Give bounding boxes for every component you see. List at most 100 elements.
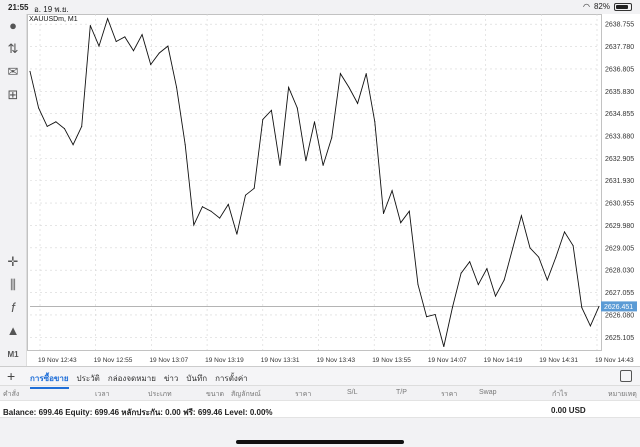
column-header: Swap bbox=[479, 389, 497, 396]
price-tick-label: 2630.955 bbox=[605, 201, 634, 208]
price-point bbox=[245, 194, 247, 196]
price-point bbox=[288, 86, 290, 88]
price-tick-label: 2635.830 bbox=[605, 89, 634, 96]
price-point bbox=[176, 86, 178, 88]
price-point bbox=[227, 203, 229, 205]
price-point bbox=[296, 107, 298, 109]
price-point bbox=[382, 213, 384, 215]
time-tick-label: 19 Nov 12:43 bbox=[38, 357, 77, 364]
timeframe-button[interactable]: M1 bbox=[7, 350, 19, 359]
price-point bbox=[572, 245, 574, 247]
column-header: S/L bbox=[347, 389, 358, 396]
status-bar: 21:55 อ. 19 พ.ย. ◠ 82% bbox=[0, 0, 640, 14]
crosshair-icon[interactable]: ✛ bbox=[7, 254, 19, 269]
tab-0[interactable]: การซื้อขาย bbox=[30, 372, 69, 389]
price-point bbox=[132, 50, 134, 52]
price-tick-label: 2632.905 bbox=[605, 156, 634, 163]
price-point bbox=[331, 137, 333, 139]
status-date: อ. 19 พ.ย. bbox=[34, 5, 69, 14]
price-point bbox=[503, 279, 505, 281]
price-series-line bbox=[29, 17, 600, 347]
toolbox-tabbar: + การซื้อขาย ประวัติ กล่องจดหมาย ข่าว บันทึก… bbox=[0, 366, 640, 389]
time-tick-label: 19 Nov 14:43 bbox=[595, 357, 634, 364]
price-point bbox=[115, 41, 117, 43]
price-point bbox=[150, 63, 152, 65]
tab-4[interactable]: บันทึก bbox=[186, 374, 208, 383]
price-point bbox=[451, 307, 453, 309]
column-header: ราคา bbox=[295, 391, 312, 398]
time-tick-label: 19 Nov 13:43 bbox=[317, 357, 356, 364]
price-point bbox=[98, 45, 100, 47]
price-tick-label: 2625.105 bbox=[605, 335, 634, 342]
column-header: ราคา bbox=[441, 391, 458, 398]
price-point bbox=[253, 187, 255, 189]
chat-icon[interactable]: ✉ bbox=[7, 64, 19, 79]
price-point bbox=[400, 222, 402, 224]
current-price-box bbox=[601, 301, 637, 312]
tab-2[interactable]: กล่องจดหมาย bbox=[107, 374, 156, 383]
current-price-label: 2626.451 bbox=[604, 304, 633, 311]
price-point bbox=[589, 325, 591, 327]
price-tick-label: 2629.005 bbox=[605, 245, 634, 252]
time-tick-label: 19 Nov 14:07 bbox=[428, 357, 467, 364]
price-tick-label: 2634.855 bbox=[605, 111, 634, 118]
price-point bbox=[443, 346, 445, 348]
total-profit: 0.00 USD bbox=[551, 406, 586, 415]
price-point bbox=[158, 52, 160, 54]
price-point bbox=[564, 231, 566, 233]
price-point bbox=[555, 256, 557, 258]
column-header: ขนาด bbox=[206, 391, 225, 398]
time-tick-label: 19 Nov 13:31 bbox=[261, 357, 300, 364]
price-point bbox=[486, 268, 488, 270]
time-tick-label: 19 Nov 13:55 bbox=[372, 357, 411, 364]
add-icon[interactable]: + bbox=[7, 368, 16, 384]
new-document-icon[interactable]: ⊞ bbox=[7, 87, 19, 102]
price-point bbox=[434, 313, 436, 315]
price-point bbox=[314, 121, 315, 123]
price-point bbox=[219, 217, 221, 219]
price-point bbox=[63, 128, 65, 130]
tab-1[interactable]: ประวัติ bbox=[76, 374, 100, 383]
expand-icon[interactable] bbox=[620, 370, 632, 382]
candles-icon[interactable]: ⫼ bbox=[10, 277, 16, 292]
price-point bbox=[520, 215, 522, 217]
objects-icon[interactable]: ▲ bbox=[6, 323, 20, 338]
price-tick-label: 2629.980 bbox=[605, 223, 634, 230]
price-point bbox=[408, 210, 410, 212]
price-point bbox=[598, 305, 600, 307]
price-point bbox=[469, 261, 471, 263]
price-point bbox=[141, 34, 143, 36]
balance-text: Balance: 699.46 Equity: 699.46 หลักประกั… bbox=[3, 408, 273, 417]
price-tick-label: 2627.055 bbox=[605, 290, 634, 297]
tab-3[interactable]: ข่าว bbox=[163, 374, 179, 383]
chart-symbol: XAUUSDm, M1 bbox=[29, 16, 78, 23]
function-icon[interactable]: f bbox=[11, 300, 15, 315]
toolbox-tabs: การซื้อขาย ประวัติ กล่องจดหมาย ข่าว บันทึก กา… bbox=[30, 372, 248, 389]
price-point bbox=[426, 316, 428, 318]
column-header: คำสั่ง bbox=[3, 391, 20, 398]
price-point bbox=[305, 160, 307, 162]
trade-column-headers: คำสั่ง เวลา ประเภท ขนาด สัญลักษณ์ ราคา S/L T/P ร… bbox=[0, 387, 640, 400]
time-tick-label: 19 Nov 13:07 bbox=[149, 357, 188, 364]
column-header: ประเภท bbox=[148, 391, 172, 398]
price-point bbox=[29, 70, 31, 72]
price-point bbox=[348, 86, 350, 88]
price-point bbox=[374, 121, 376, 123]
price-tick-label: 2626.080 bbox=[605, 312, 634, 319]
price-point bbox=[270, 109, 272, 111]
price-tick-label: 2636.805 bbox=[605, 66, 634, 73]
price-chart[interactable]: 2638.755 2637.780 2636.805 2635.830 2634.855… bbox=[26, 14, 640, 366]
account-icon[interactable]: ● bbox=[9, 18, 17, 33]
price-point bbox=[357, 102, 359, 104]
trade-icon[interactable]: ⇅ bbox=[7, 41, 19, 56]
price-point bbox=[339, 73, 341, 75]
price-point bbox=[460, 272, 462, 274]
price-point bbox=[193, 224, 195, 226]
battery-percent: 82% bbox=[593, 2, 610, 11]
balance-row: Balance: 699.46 Equity: 699.46 หลักประกั… bbox=[0, 400, 640, 418]
tab-5[interactable]: การตั้งค่า bbox=[215, 374, 248, 383]
column-header: หมายเหตุ bbox=[608, 391, 637, 398]
price-point bbox=[262, 119, 264, 121]
price-point bbox=[529, 247, 531, 249]
plot-frame bbox=[27, 14, 602, 351]
